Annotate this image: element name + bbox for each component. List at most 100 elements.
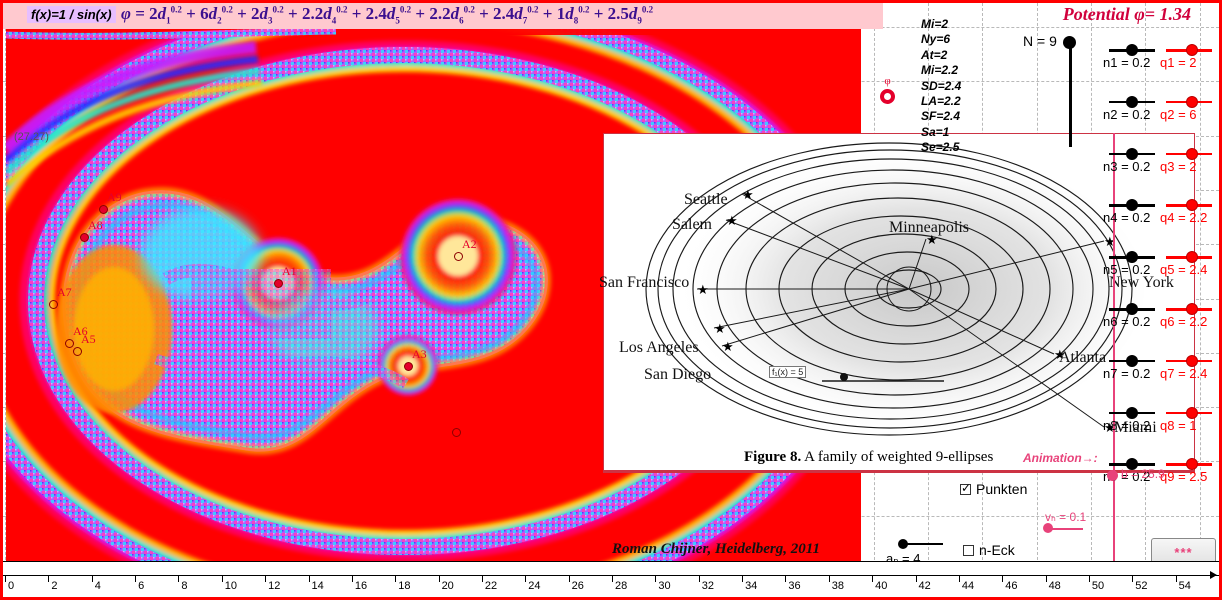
n-slider-5-knob[interactable] [1126,251,1138,264]
plot-point-a9[interactable] [99,205,108,214]
n-count-slider-knob[interactable] [1063,36,1076,49]
x-axis-tick [1175,575,1177,582]
x-axis[interactable]: 0 2 4 6 8 10 12 14 16 18 20 22 24 26 28 30 32 34 36 38 40 42 4… [3,561,1219,597]
q-slider-6-knob[interactable] [1186,303,1198,315]
x-axis-tick-label: 10 [224,580,238,592]
city-star-icon-seattle: ★ [742,187,754,202]
x-axis-tick [958,575,960,582]
plot-point-a8[interactable] [80,233,89,242]
animation-label: Animation→: [1023,451,1098,465]
x-axis-tick [308,575,310,582]
q-slider-7-label: q7 = 2.4 [1160,365,1208,381]
x-axis-tick-label: 38 [831,580,845,592]
x-axis-tick [655,575,657,582]
city-label-new-york: New York [1109,274,1174,291]
n-slider-2-knob[interactable] [1126,95,1138,108]
phi-symbol-marker: φ [880,75,895,104]
x-axis-tick-label: 46 [1005,580,1018,592]
n-slider-1-knob[interactable] [1126,44,1138,56]
x-axis-tick [698,575,700,582]
plot-point-label-a3: A3 [412,347,427,361]
x-axis-tick [1219,575,1220,582]
an-slider-track[interactable] [903,543,943,545]
n-slider-4-label: n4 = 0.2 [1103,210,1151,226]
x-axis-tick [525,575,527,582]
author-signature: Roman Chijner, Heidelberg, 2011 [612,541,820,557]
punkten-checkbox-box[interactable] [960,481,971,495]
plot-point-a4[interactable] [452,428,461,437]
q-slider-1-knob[interactable] [1186,44,1198,56]
n-slider-3-knob[interactable] [1126,147,1138,160]
n-slider-3-label: n3 = 0.2 [1103,158,1151,174]
plot-point-a5[interactable] [73,347,82,356]
an-slider-knob[interactable] [898,539,908,549]
n-slider-8-knob[interactable] [1126,406,1138,419]
plot-point-a1[interactable] [274,279,283,288]
x-axis-tick-label: 28 [615,580,628,592]
city-label-minneapolis: Minneapolis [889,219,969,236]
city-star-icon-atlanta: ★ [1054,347,1066,362]
b-slider-knob[interactable] [1107,470,1118,481]
function-label[interactable]: f(x)=1 / sin(x) [27,6,116,23]
vh-slider-track[interactable] [1047,528,1083,530]
city-star-icon-salem: ★ [726,213,738,228]
plot-point-a3[interactable] [404,362,413,371]
neck-checkbox[interactable]: n-Eck [963,542,1015,558]
punkten-checkbox[interactable]: Punkten [960,481,1027,497]
q-slider-3-knob[interactable] [1186,147,1198,160]
plot-point-a6[interactable] [65,339,74,348]
city-label-san-francisco: San Francisco [599,274,690,291]
plot-point-a2[interactable] [454,252,463,261]
x-axis-tick [135,575,137,582]
x-axis-tick [221,575,223,582]
x-axis-tick-label: 50 [1091,580,1105,592]
plot-point-a7[interactable] [49,300,58,309]
x-axis-tick [5,575,6,582]
q-slider-1-label: q1 = 2 [1160,55,1197,70]
vh-slider-knob[interactable] [1043,523,1053,533]
q-slider-5-knob[interactable] [1186,251,1198,264]
x-axis-tick [1088,575,1090,582]
n-slider-7-knob[interactable] [1126,354,1138,367]
weight-mi: Mi=2 [921,17,949,31]
city-star-icon-miami: ★ [1104,420,1116,435]
q-slider-8-label: q8 = 1 [1160,417,1197,433]
q-slider-2-knob[interactable] [1186,95,1198,108]
weight-ny: Ny=6 [921,32,951,47]
grid-line-v [1199,3,1201,575]
formula-bar-background [3,3,883,29]
b-slider-label: b = 25.9 [1121,467,1165,481]
plot-point-label-a1: A1 [282,264,297,278]
x-axis-tick [481,575,483,582]
coordinate-label: (27.27) [14,131,49,143]
city-weight-list: Mi=2 Ny=6 At=2 Mi=2.2 SD=2.4 LA=2.2 SF=2.4 Sa=1… [921,17,961,156]
funktion-label: f₁(x) = 5 [769,366,807,378]
city-star-icon-san-francisco: ★ [697,282,709,297]
x-axis-tick-label: 0 [8,580,15,592]
x-axis-line [3,575,1219,576]
x-axis-tick-label: 42 [918,580,931,592]
weight-sa: Sa=1 [921,124,950,139]
n-count-slider-label: N = 9 [1023,33,1057,49]
n-slider-8-label: n8 = 0.2 [1103,417,1151,433]
n-slider-6-knob[interactable] [1126,303,1138,315]
x-axis-tick-label: 44 [961,580,975,592]
figure-caption: Figure 8. A family of weighted 9-ellipse… [744,449,993,466]
n-count-slider-track[interactable] [1069,42,1072,147]
neck-checkbox-box[interactable] [963,544,974,556]
city-label-salem: Salem [672,216,712,233]
q-slider-7-knob[interactable] [1186,354,1198,367]
x-axis-tick-label: 12 [268,580,281,592]
x-axis-tick-label: 52 [1135,580,1148,592]
x-axis-tick-label: 30 [658,580,671,592]
q-slider-4-knob[interactable] [1186,199,1198,212]
phi-ring-icon [880,89,895,104]
x-axis-tick-label: 14 [311,580,324,592]
city-label-atlanta: Atlanta [1059,349,1107,366]
plot-point-label-a5: A5 [81,332,96,346]
x-axis-tick-label: 2 [51,580,58,592]
n-slider-4-knob[interactable] [1126,199,1138,212]
vh-slider-label: vₕ = 0.1 [1045,510,1087,524]
city-star-icon-los-angeles: ★ [714,321,726,336]
city-label-san-diego: San Diego [644,366,712,383]
